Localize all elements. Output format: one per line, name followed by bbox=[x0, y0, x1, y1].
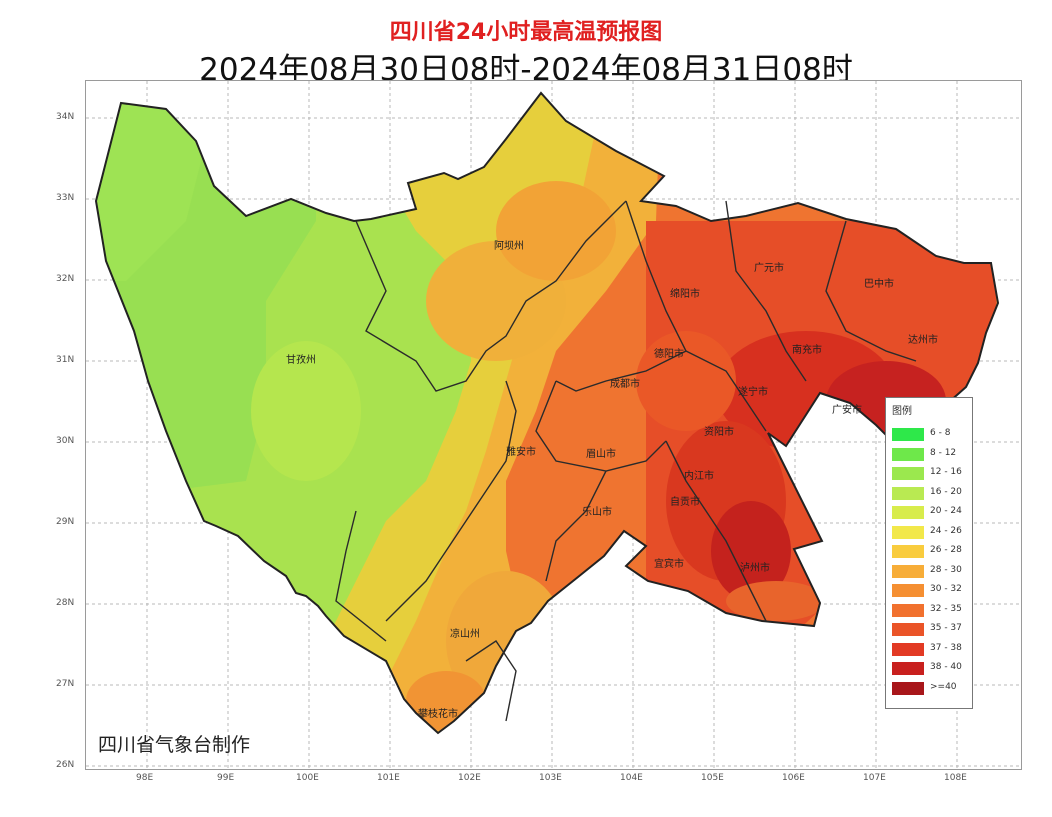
legend-swatch bbox=[892, 662, 924, 675]
legend-label: 20 - 24 bbox=[930, 506, 962, 516]
legend-label: 26 - 28 bbox=[930, 545, 962, 555]
city-label-neijiang: 内江市 bbox=[684, 469, 714, 482]
lon-tick-103e: 103E bbox=[539, 773, 562, 783]
legend-swatch bbox=[892, 428, 924, 441]
legend-swatch bbox=[892, 506, 924, 519]
city-label-bazhong: 巴中市 bbox=[864, 277, 894, 290]
city-label-chengdu: 成都市 bbox=[610, 377, 640, 390]
temperature-field bbox=[96, 93, 998, 733]
lat-tick-32n: 32N bbox=[56, 274, 75, 284]
city-label-suining: 遂宁市 bbox=[738, 385, 768, 398]
map-title: 四川省24小时最高温预报图 bbox=[389, 20, 663, 45]
lon-tick-99e: 99E bbox=[217, 773, 235, 783]
legend-label: 30 - 32 bbox=[930, 584, 962, 594]
legend-swatch bbox=[892, 584, 924, 597]
legend-swatch bbox=[892, 447, 924, 461]
prefecture-boundaries bbox=[335, 200, 917, 722]
city-label-aba: 阿坝州 bbox=[494, 240, 524, 252]
lat-tick-26n: 26N bbox=[56, 760, 75, 770]
legend-label: 32 - 35 bbox=[930, 603, 962, 614]
legend-title: 图例 bbox=[892, 406, 912, 417]
city-label-leshan: 乐山市 bbox=[582, 505, 612, 518]
city-label-meishan: 眉山市 bbox=[586, 447, 616, 460]
city-label-ziyang: 资阳市 bbox=[704, 425, 734, 438]
lon-tick-108e: 108E bbox=[944, 773, 967, 783]
credit-label: 四川省气象台制作 bbox=[98, 734, 251, 756]
city-label-yibin: 宜宾市 bbox=[654, 557, 684, 570]
city-label-guangan: 广安市 bbox=[832, 403, 862, 416]
lon-tick-102e: 102E bbox=[458, 773, 481, 783]
city-label-luzhou: 泸州市 bbox=[740, 561, 770, 574]
city-label-guangyuan: 广元市 bbox=[754, 261, 784, 274]
city-label-ganzi: 甘孜州 bbox=[286, 353, 316, 366]
legend-label: 37 - 38 bbox=[930, 642, 962, 653]
lat-tick-33n: 33N bbox=[56, 193, 75, 203]
legend-label: 16 - 20 bbox=[930, 486, 962, 497]
legend-label: >=40 bbox=[930, 681, 957, 692]
legend-label: 28 - 30 bbox=[930, 564, 962, 575]
lat-tick-29n: 29N bbox=[56, 517, 75, 527]
city-label-panzhihua: 攀枝花市 bbox=[418, 707, 458, 720]
city-label-zigong: 自贡市 bbox=[670, 495, 700, 508]
lat-tick-28n: 28N bbox=[56, 598, 75, 608]
legend-label: 24 - 26 bbox=[930, 525, 962, 536]
city-label-mianyang: 绵阳市 bbox=[670, 287, 700, 300]
lon-tick-105e: 105E bbox=[701, 773, 724, 783]
legend-swatch bbox=[892, 623, 924, 636]
legend-swatch bbox=[892, 681, 924, 695]
legend-label: 38 - 40 bbox=[930, 662, 962, 672]
city-label-deyang: 德阳市 bbox=[654, 347, 684, 360]
lon-tick-98e: 98E bbox=[136, 773, 154, 783]
lat-tick-31n: 31N bbox=[56, 355, 75, 365]
legend-swatch bbox=[892, 564, 924, 578]
legend-label: 6 - 8 bbox=[930, 428, 951, 438]
lon-tick-100e: 100E bbox=[296, 773, 319, 783]
map-frame: 阿坝州 甘孜州 广元市 巴中市 达州市 绵阳市 德阳市 南充市 广安市 成都市 … bbox=[56, 80, 1022, 783]
legend: 图例 6 - 8 8 - 12 12 - 16 16 - 20 20 - 24 24 - … bbox=[885, 397, 973, 709]
lon-tick-104e: 104E bbox=[620, 773, 643, 783]
legend-swatch bbox=[892, 525, 924, 539]
city-labels: 阿坝州 甘孜州 广元市 巴中市 达州市 绵阳市 德阳市 南充市 广安市 成都市 … bbox=[286, 240, 938, 720]
city-label-nanchong: 南充市 bbox=[792, 343, 822, 356]
lat-tick-27n: 27N bbox=[56, 679, 75, 689]
legend-label: 12 - 16 bbox=[930, 467, 962, 477]
lon-tick-106e: 106E bbox=[782, 773, 805, 783]
lat-tick-30n: 30N bbox=[56, 436, 75, 446]
legend-label: 8 - 12 bbox=[930, 447, 957, 458]
legend-swatch bbox=[892, 467, 924, 480]
legend-swatch bbox=[892, 603, 924, 617]
temperature-map: 阿坝州 甘孜州 广元市 巴中市 达州市 绵阳市 德阳市 南充市 广安市 成都市 … bbox=[86, 81, 1021, 769]
legend-label: 35 - 37 bbox=[930, 623, 962, 633]
legend-swatch bbox=[892, 642, 924, 656]
city-label-liangshan: 凉山州 bbox=[450, 627, 480, 640]
province-outline bbox=[94, 91, 1000, 735]
lon-tick-101e: 101E bbox=[377, 773, 400, 783]
city-label-yaan: 雅安市 bbox=[506, 445, 536, 458]
lon-tick-107e: 107E bbox=[863, 773, 886, 783]
city-label-dazhou: 达州市 bbox=[908, 333, 938, 346]
legend-swatch bbox=[892, 545, 924, 558]
legend-swatch bbox=[892, 486, 924, 500]
lat-tick-34n: 34N bbox=[56, 112, 75, 122]
